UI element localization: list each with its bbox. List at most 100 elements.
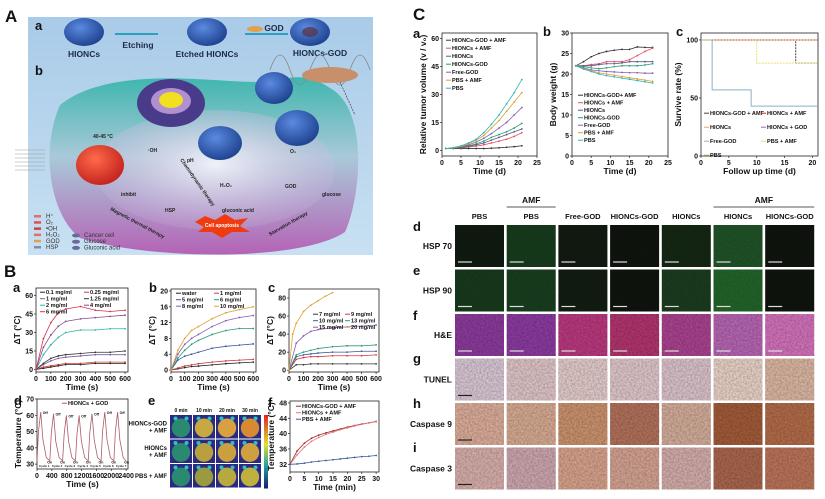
schematic-legend-item: GOD [46,239,60,245]
panel-label-A: A [5,7,17,26]
data-point [252,361,255,364]
legend-label: 4 mg/ml [90,303,112,309]
data-point [460,144,462,147]
series-hioncs-god-amf [289,420,378,466]
y-tick-label: 32 [279,462,287,469]
chart-Ba: 0 100 200 300 400 500 600 0 15 30 45 60 Time (s) ΔT (… [12,287,131,392]
data-point [42,337,45,340]
y-axis-label: Temperature (°C) [266,402,276,471]
data-point [360,350,363,353]
legend-label: HIONCs + AMF [302,411,342,417]
thermal-row-label: + AMF [149,428,167,434]
legend-swatch [34,246,41,249]
data-point [597,67,600,70]
data-point [35,368,37,371]
x-tick-label: 10 [753,160,761,167]
mouse-heat-region [194,467,214,487]
y-tick-label: 60 [26,413,34,420]
data-point [520,78,523,81]
data-point [520,131,523,134]
legend-label: 15 mg/ml [319,325,344,331]
legend-label: 10 mg/ml [319,319,344,325]
series-7-mg-ml [288,362,377,372]
data-point [490,147,493,150]
data-point [644,50,646,53]
y-tick-label: 15 [431,120,439,127]
data-point [42,353,45,356]
mouse-heat-region [240,443,260,462]
data-point [252,305,255,308]
x-tick-label: 20 [645,160,653,167]
y-tick-label: 0 [565,154,569,161]
schematic-legend-item: •OH [46,226,57,232]
data-point [183,343,186,346]
panel-label-Cd: d [413,219,421,234]
data-point [224,329,227,332]
mouse-ear [253,441,258,446]
data-point [238,359,241,362]
on-label: On [99,460,104,464]
etched-hionc-sphere [187,18,227,46]
data-point [505,110,508,113]
y-tick-label: 70 [26,397,34,404]
data-point [49,357,52,360]
data-point [644,60,646,63]
off-label: Off [107,411,113,415]
data-point [49,364,52,367]
chart-Cc: 0 5 10 15 20 0 50 100 Follow up time (d) Survive … [673,32,819,176]
amf-group-label: AMF [755,195,773,205]
mouse-ear [230,465,235,470]
x-tick-label: 100 [179,376,191,383]
data-point [605,50,608,53]
y-tick-label: 8 [164,336,168,343]
x-tick-label: 100 [298,376,310,383]
data-point [597,69,600,72]
micrograph-texture [713,447,763,490]
micrograph-texture [610,314,660,356]
data-point [317,362,319,365]
data-point [211,361,214,364]
column-header: HIONCs-GOD [766,212,815,221]
god-enzyme-icon [247,26,263,32]
data-point [636,78,639,80]
mouse-ear [207,416,212,421]
data-point [124,350,126,352]
plot-frame [170,288,257,373]
micrograph-texture [661,403,711,445]
data-point [190,343,193,346]
label-temp: 40-45 °C [93,134,113,140]
legend-swatch [34,233,41,237]
data-point [197,365,200,367]
data-point [613,75,616,78]
data-point [513,145,516,148]
mouse-ear [242,441,247,446]
micrograph-texture [661,225,711,267]
data-point [613,49,616,52]
data-point [211,333,214,336]
time-label: 10 min [196,408,212,414]
y-tick-label: 50 [26,429,34,436]
mouse-heat-region [171,418,191,438]
x-tick-label: 15 [495,160,503,167]
data-point [183,355,186,358]
legend-label: HIONCs + GOD [68,401,108,407]
data-point [636,46,639,48]
data-point [317,299,319,302]
legend-label: 5 mg/ml [182,298,204,304]
x-tick-label: 800 [61,473,73,480]
x-tick-label: 25 [358,476,366,483]
label-inhibit: inhibit [121,192,136,198]
data-point [636,54,639,57]
series-20-mg-ml [288,291,334,372]
data-point [368,455,370,458]
data-point [346,457,349,460]
panel-label-Cf: f [413,308,418,323]
series-line [288,350,377,371]
data-point [289,463,291,466]
data-point [628,78,631,81]
label-god: GOD [285,184,297,190]
pointer-line [339,81,356,116]
legend-label: 0.25 mg/ml [90,290,119,296]
data-point [505,102,508,105]
